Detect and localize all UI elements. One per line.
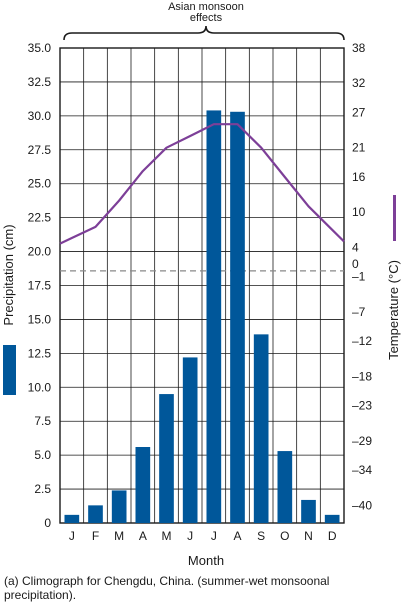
right-tick-label: 38	[352, 41, 366, 55]
month-label: N	[304, 529, 313, 543]
left-tick-label: 2.5	[34, 482, 51, 496]
precipitation-bar-4	[135, 447, 151, 523]
left-tick-label: 32.5	[28, 75, 52, 89]
left-tick-label: 5.0	[34, 448, 51, 462]
month-label: J	[69, 529, 75, 543]
precipitation-bar-9	[253, 334, 269, 523]
x-axis-title: Month	[188, 553, 224, 568]
precipitation-bar-12	[324, 514, 340, 523]
precipitation-bar-2	[88, 505, 103, 523]
right-tick-label: 32	[352, 76, 366, 90]
right-tick-label: –40	[352, 498, 372, 512]
right-tick-label: –34	[352, 463, 372, 477]
month-label: J	[187, 529, 193, 543]
left-axis-title: Precipitation (cm)	[1, 224, 16, 325]
left-tick-label: 35.0	[28, 41, 52, 55]
temperature-legend-swatch	[393, 195, 396, 241]
climograph-chart: 0 2.5 5.0 7.5 10.0 12.5 15.0 17.5 20.0 22.5 25.0 27…	[1, 1, 401, 568]
right-tick-label: –23	[352, 399, 372, 413]
right-tick-label: –1	[352, 270, 366, 284]
annotation-line-2: effects	[190, 12, 223, 24]
left-tick-label: 22.5	[28, 211, 52, 225]
right-tick-label: –12	[352, 334, 372, 348]
precipitation-bar-5	[159, 394, 174, 523]
precipitation-bar-10	[277, 451, 293, 523]
left-tick-label: 17.5	[28, 279, 52, 293]
left-tick-label: 12.5	[28, 346, 52, 360]
precipitation-bar-1	[64, 514, 80, 523]
left-tick-label: 20.0	[28, 245, 52, 259]
precipitation-bar-3	[111, 490, 127, 523]
month-label: J	[211, 529, 217, 543]
left-tick-label: 0	[44, 516, 51, 530]
month-label: S	[257, 529, 265, 543]
figure-caption: (a) Climograph for Chengdu, China. (summ…	[4, 574, 330, 602]
month-label: D	[328, 529, 337, 543]
left-tick-label: 10.0	[28, 380, 52, 394]
month-label: O	[280, 529, 289, 543]
left-tick-label: 7.5	[34, 414, 51, 428]
right-tick-label: –18	[352, 369, 372, 383]
month-label: A	[233, 529, 241, 543]
right-tick-label: 4	[352, 240, 359, 254]
month-label: F	[92, 529, 99, 543]
right-tick-label: –7	[352, 305, 366, 319]
left-tick-label: 15.0	[28, 312, 52, 326]
month-label: M	[162, 529, 172, 543]
left-tick-label: 27.5	[28, 143, 52, 157]
right-tick-label: 10	[352, 205, 366, 219]
left-tick-label: 25.0	[28, 177, 52, 191]
precipitation-bar-11	[301, 499, 316, 523]
precipitation-legend-swatch	[3, 345, 16, 395]
right-tick-label: 27	[352, 106, 366, 120]
right-axis-title: Temperature (°C)	[386, 260, 401, 360]
annotation-line-1: Asian monsoon	[168, 1, 244, 13]
right-tick-label: 21	[352, 141, 366, 155]
right-tick-label: –29	[352, 434, 372, 448]
precipitation-bar-8	[230, 111, 245, 524]
left-tick-label: 30.0	[28, 109, 52, 123]
annotation-bracket	[63, 25, 345, 41]
right-zero-marker: 0	[352, 257, 359, 271]
precipitation-bar-7	[206, 110, 222, 523]
temperature-line	[59, 123, 345, 245]
precipitation-bar-6	[182, 357, 198, 523]
right-tick-label: 16	[352, 170, 366, 184]
month-label: A	[139, 529, 147, 543]
month-label: M	[114, 529, 124, 543]
